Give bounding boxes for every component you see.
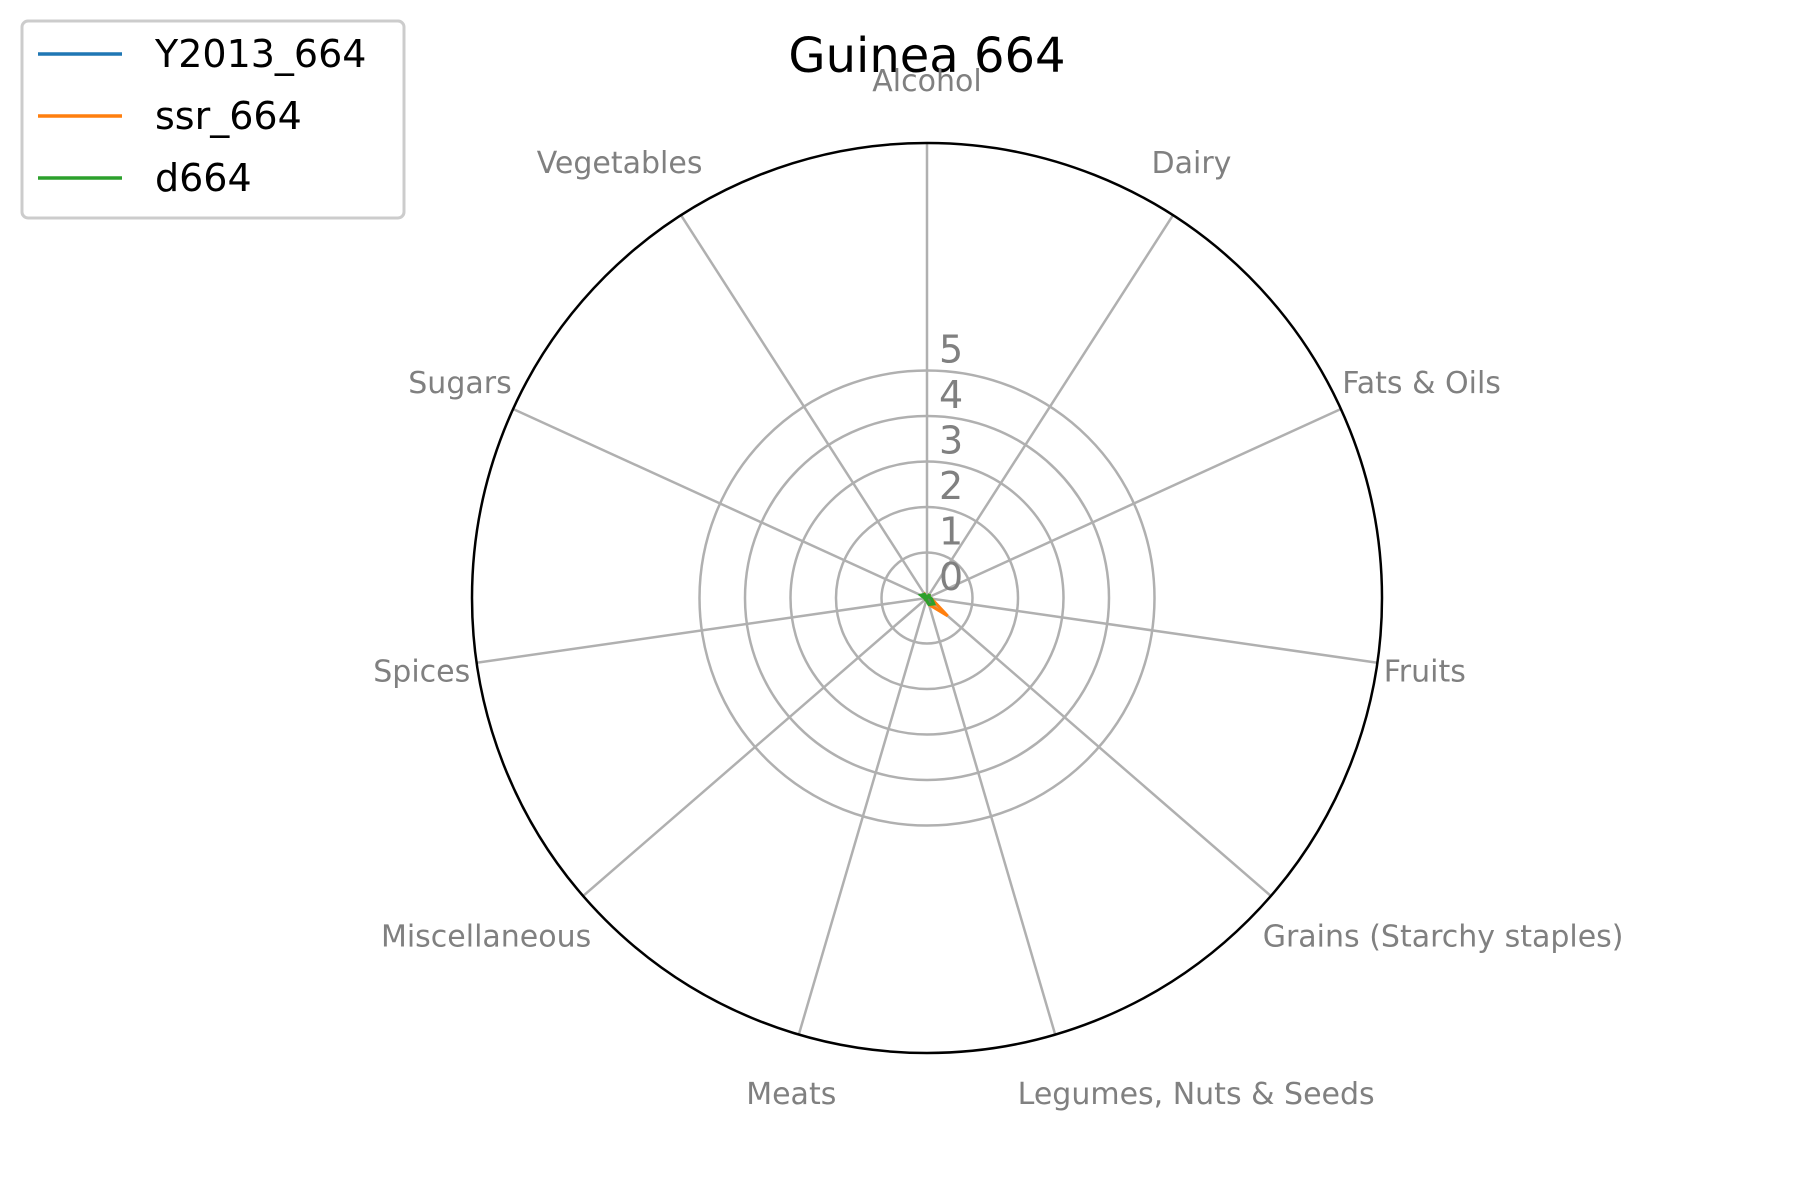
- radial-tick-label: 4: [939, 373, 963, 417]
- grid-ring-3: [789, 460, 1065, 736]
- category-label: Sugars: [408, 366, 511, 401]
- category-label: Meats: [746, 1077, 836, 1112]
- chart-title: Guinea 664: [788, 28, 1065, 84]
- grid-ring-1: [880, 551, 974, 645]
- category-label: Miscellaneous: [381, 920, 591, 955]
- legend-label: ssr_664: [155, 94, 302, 138]
- grid-ring-2: [834, 505, 1020, 691]
- series-layer: [917, 591, 949, 618]
- legend-label: Y2013_664: [154, 32, 366, 76]
- radial-tick-label: 5: [939, 328, 963, 372]
- category-label: Fats & Oils: [1342, 366, 1501, 401]
- category-label: Dairy: [1152, 146, 1232, 181]
- series-d664: [917, 592, 937, 607]
- category-label: Fruits: [1384, 655, 1466, 690]
- category-label: Grains (Starchy staples): [1263, 920, 1624, 955]
- legend-box: [20, 19, 406, 220]
- radar-grid: [476, 143, 1378, 1035]
- radial-tick-label: 2: [939, 464, 963, 508]
- category-label: Vegetables: [537, 146, 703, 181]
- legend-label: d664: [155, 156, 252, 200]
- category-label: Spices: [373, 655, 470, 690]
- radial-tick-label: 0: [939, 555, 963, 599]
- radial-tick-label: 1: [939, 510, 963, 554]
- grid-ring-5: [698, 369, 1156, 827]
- outer-frame: [470, 141, 1384, 1055]
- category-labels: Alcohol Dairy Fats & Oils Fruits Grains (Sta…: [373, 64, 1623, 1112]
- category-label: Legumes, Nuts & Seeds: [1018, 1077, 1375, 1112]
- legend: Y2013_664 ssr_664 d664: [20, 19, 406, 220]
- radial-tick-label: 3: [939, 419, 963, 463]
- grid-ring-4: [743, 414, 1111, 782]
- category-label: Alcohol: [872, 64, 981, 99]
